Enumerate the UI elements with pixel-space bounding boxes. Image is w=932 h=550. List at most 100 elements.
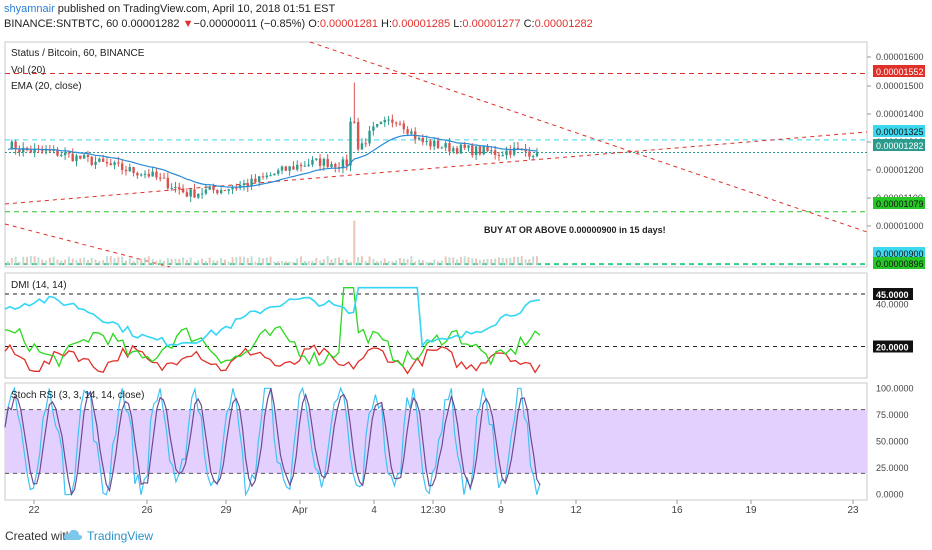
volume-bar <box>174 258 177 265</box>
volume-bar <box>322 259 325 265</box>
candle-body <box>364 143 367 145</box>
volume-bar <box>239 256 242 265</box>
volume-bar <box>459 256 462 265</box>
publish-info: published on TradingView.com, April 10, … <box>54 3 336 15</box>
candle-body <box>181 189 185 193</box>
price-tick-label: 0.00001600 <box>876 52 924 62</box>
candle-body <box>478 146 482 155</box>
price-tick-label: 0.00001000 <box>876 221 924 231</box>
stoch-tick-label: 25.0000 <box>876 463 909 473</box>
tradingview-brand-link[interactable]: TradingView <box>87 529 154 543</box>
created-with-text: Created with <box>5 529 73 543</box>
x-tick-label: 23 <box>847 505 859 516</box>
volume-bar <box>159 259 162 265</box>
volume-bar <box>368 256 371 265</box>
price-label-box <box>873 125 925 137</box>
volume-bar <box>201 258 204 265</box>
candle-body <box>375 124 379 127</box>
volume-bar <box>360 256 363 265</box>
candle-body <box>48 150 52 152</box>
stoch-k-line <box>4 386 541 497</box>
volume-bar <box>18 261 21 265</box>
candle-body <box>372 126 375 131</box>
candle-body <box>98 158 101 162</box>
volume-bar <box>326 256 329 265</box>
candle-body <box>356 122 360 150</box>
candle-body <box>132 167 135 173</box>
price-label-box <box>873 247 925 259</box>
dmi-tick-label: 40.0000 <box>876 300 909 310</box>
candle-body <box>524 148 527 152</box>
volume-bar <box>376 261 379 265</box>
uptrend-line <box>4 131 868 205</box>
volume-bar <box>48 257 51 265</box>
candle-body <box>128 167 131 172</box>
dmi-pane[interactable] <box>4 272 868 379</box>
volume-bar <box>456 259 459 265</box>
volume-bar <box>425 261 428 265</box>
candle-body <box>436 140 440 149</box>
candle-body <box>349 121 352 166</box>
candle-body <box>330 164 333 168</box>
volume-bar <box>86 259 89 265</box>
candle-body <box>140 174 143 176</box>
volume-bar <box>300 256 303 265</box>
candle-body <box>261 176 265 178</box>
candle-body <box>452 148 455 152</box>
candle-body <box>398 123 402 125</box>
volume-bar <box>56 259 59 265</box>
candle-body <box>341 159 345 169</box>
price-label-text: 0.00001079 <box>876 199 924 209</box>
x-tick-label: 26 <box>141 505 153 516</box>
candle-body <box>60 155 63 157</box>
candle-body <box>455 148 459 154</box>
volume-bar <box>524 259 527 265</box>
volume-bar <box>463 256 466 265</box>
stoch-d-line <box>4 388 541 496</box>
x-tick-label: 29 <box>220 505 232 516</box>
open-label: O: <box>308 18 320 30</box>
volume-bar <box>71 258 74 265</box>
candle-body <box>322 158 326 166</box>
price-pane-title: Status / Bitcoin, 60, BINANCE <box>11 48 145 59</box>
volume-bar <box>261 258 264 265</box>
candle-body <box>303 165 307 167</box>
volume-bar <box>372 258 375 265</box>
candle-body <box>155 171 158 178</box>
volume-bar <box>319 260 322 265</box>
candle-body <box>101 158 105 162</box>
volume-bar <box>509 257 512 265</box>
volume-bar <box>505 258 508 265</box>
volume-bar <box>41 259 44 265</box>
volume-bar <box>398 258 401 265</box>
volume-bar <box>197 260 200 265</box>
volume-bar <box>22 256 25 265</box>
volume-bar <box>231 257 234 265</box>
volume-bar <box>90 257 93 265</box>
volume-bar <box>26 256 29 265</box>
volume-bar <box>440 260 443 265</box>
candle-body <box>402 123 405 130</box>
volume-bar <box>353 220 356 265</box>
candle-body <box>79 155 82 159</box>
author-link[interactable]: shyamnair <box>4 3 55 15</box>
volume-bar <box>52 256 55 265</box>
chart-area[interactable]: 0.000016000.000015000.000014000.00001300… <box>0 36 932 522</box>
label-layer: BUY AT OR ABOVE 0.00000900 in 15 days! St… <box>11 48 925 401</box>
volume-bar <box>254 261 257 265</box>
volume-bar <box>341 259 344 265</box>
dmi-minus-line <box>4 343 541 375</box>
candle-body <box>159 177 162 179</box>
volume-bar <box>288 261 291 265</box>
candle-body <box>242 183 246 186</box>
volume-bar <box>242 256 245 265</box>
volume-bar <box>136 259 139 265</box>
low-label: L: <box>453 18 463 30</box>
price-label-box <box>873 197 925 209</box>
candle-body <box>311 159 314 165</box>
volume-bar <box>113 258 116 265</box>
volume-bar <box>490 259 493 265</box>
candle-body <box>315 158 318 160</box>
x-tick-label: Apr <box>292 505 308 516</box>
price-pane[interactable] <box>4 41 868 268</box>
